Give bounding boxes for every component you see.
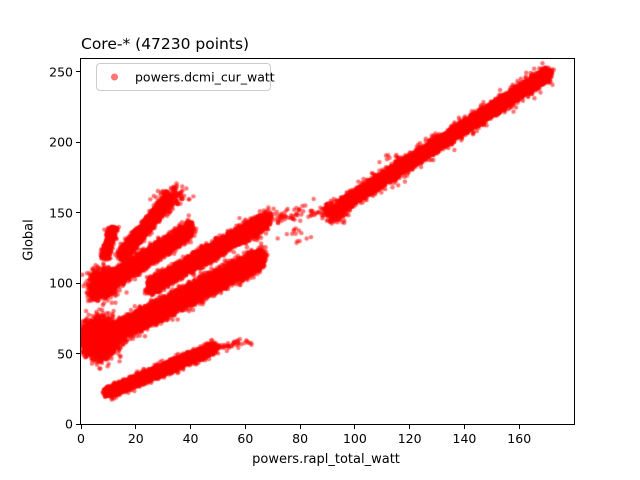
x-tick-label: 140	[452, 431, 477, 446]
x-tick-label: 60	[237, 431, 254, 446]
y-tick-label: 100	[49, 275, 73, 291]
y-tick-label: 50	[57, 346, 73, 362]
y-tick-mark	[76, 212, 80, 214]
y-tick-label: 200	[49, 134, 73, 150]
x-tick-label: 120	[397, 431, 422, 446]
y-tick-mark	[76, 423, 80, 425]
y-tick-label: 0	[65, 416, 73, 432]
legend-label: powers.dcmi_cur_watt	[135, 69, 275, 85]
x-tick-label: 100	[342, 431, 367, 446]
x-tick-label: 20	[127, 431, 144, 446]
scatter-points-canvas	[81, 59, 574, 424]
y-axis-label: Global	[21, 219, 37, 261]
x-tick-mark	[244, 425, 246, 429]
y-tick-label: 250	[49, 64, 73, 80]
x-tick-mark	[518, 425, 520, 429]
x-tick-label: 40	[182, 431, 199, 446]
x-tick-mark	[190, 425, 192, 429]
x-axis-label: powers.rapl_total_watt	[252, 452, 400, 467]
x-tick-mark	[299, 425, 301, 429]
y-tick-mark	[76, 71, 80, 73]
x-tick-mark	[463, 425, 465, 429]
y-tick-mark	[76, 353, 80, 355]
plot-area: powers.dcmi_cur_watt 0 20 40 60 80 100 120 140 1…	[49, 58, 575, 446]
x-tick-mark	[409, 425, 411, 429]
x-tick-mark	[80, 425, 82, 429]
chart-title: Core-* (47230 points)	[81, 35, 250, 53]
legend: powers.dcmi_cur_watt	[96, 63, 275, 91]
x-tick-mark	[354, 425, 356, 429]
x-tick-label: 160	[507, 431, 532, 446]
x-tick-mark	[135, 425, 137, 429]
legend-scatter-marker-icon	[111, 73, 118, 81]
x-tick-label: 0	[77, 431, 85, 446]
x-tick-label: 80	[292, 431, 309, 446]
y-tick-mark	[76, 282, 80, 284]
y-tick-label: 150	[49, 205, 73, 221]
y-tick-mark	[76, 141, 80, 143]
